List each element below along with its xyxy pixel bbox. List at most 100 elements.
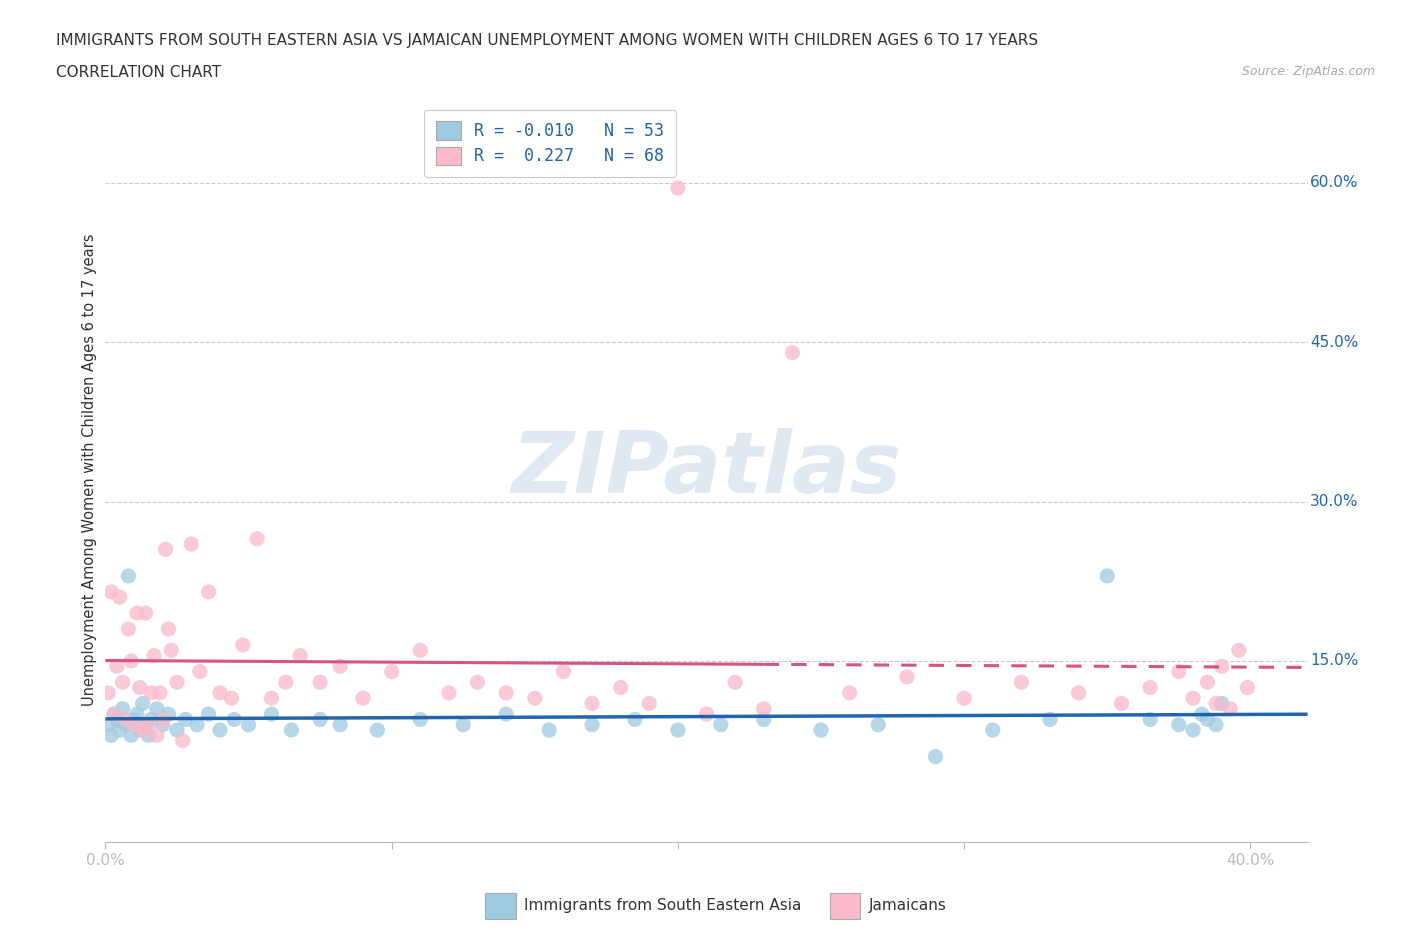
Point [111,675,134,690]
Point [609,680,631,695]
Point [1067,685,1090,700]
Text: 60.0%: 60.0% [1310,175,1358,190]
Text: IMMIGRANTS FROM SOUTH EASTERN ASIA VS JAMAICAN UNEMPLOYMENT AMONG WOMEN WITH CHI: IMMIGRANTS FROM SOUTH EASTERN ASIA VS JA… [56,33,1039,47]
Point [696,707,718,722]
Point [329,717,352,732]
Point [120,728,142,743]
Point [1197,712,1219,727]
Point [105,712,128,727]
Point [188,664,211,679]
Point [131,723,153,737]
Point [152,712,174,727]
Point [238,717,260,732]
Point [117,568,139,583]
Text: ZIPatlas: ZIPatlas [512,428,901,512]
Text: CORRELATION CHART: CORRELATION CHART [56,65,221,80]
Point [581,717,603,732]
Point [1182,691,1205,706]
Point [143,648,166,663]
Point [1211,696,1233,711]
Point [953,691,976,706]
Point [1219,701,1241,716]
Point [437,685,460,700]
Point [111,701,134,716]
Point [1167,664,1189,679]
Point [710,717,733,732]
Point [1139,680,1161,695]
Point [1095,568,1118,583]
Point [581,696,603,711]
Point [1211,658,1233,673]
Point [752,712,775,727]
Point [495,685,517,700]
Point [128,723,150,737]
Point [97,685,120,700]
Point [1205,696,1227,711]
Point [125,605,148,620]
Point [352,691,374,706]
Point [1205,717,1227,732]
Point [224,712,246,727]
Point [366,723,388,737]
Point [752,701,775,716]
Point [666,180,689,195]
Point [186,717,208,732]
Point [1227,643,1250,658]
Point [981,723,1004,737]
Text: 30.0%: 30.0% [1310,494,1358,509]
Point [381,664,404,679]
Point [155,542,177,557]
Point [221,691,243,706]
Point [180,537,202,551]
Point [232,638,254,653]
Point [131,696,153,711]
Point [309,675,332,690]
Point [782,345,804,360]
Point [924,750,946,764]
Point [624,712,647,727]
Point [114,712,136,727]
Text: Immigrants from South Eastern Asia: Immigrants from South Eastern Asia [524,898,801,913]
Point [152,717,174,732]
Point [309,712,332,727]
Point [166,723,188,737]
Point [409,712,432,727]
Point [138,728,160,743]
Point [117,621,139,636]
Point [288,648,311,663]
Point [114,717,136,732]
Point [1167,717,1189,732]
Point [108,723,131,737]
Point [157,621,180,636]
Point [105,658,128,673]
Point [157,707,180,722]
Point [467,675,489,690]
Point [1236,680,1258,695]
Point [1039,712,1062,727]
Point [208,685,231,700]
Point [538,723,561,737]
Point [260,691,283,706]
Point [122,717,145,732]
Point [666,723,689,737]
Point [141,685,163,700]
Point [108,590,131,604]
Point [1182,723,1205,737]
Point [122,712,145,727]
Point [329,658,352,673]
Text: Source: ZipAtlas.com: Source: ZipAtlas.com [1241,65,1375,78]
Point [724,675,747,690]
Point [208,723,231,737]
Point [141,712,163,727]
Point [197,584,219,599]
Point [149,685,172,700]
Point [100,584,122,599]
Point [1111,696,1133,711]
Point [172,733,194,748]
Point [1191,707,1213,722]
Text: 45.0%: 45.0% [1310,335,1358,350]
Point [896,670,918,684]
Point [451,717,474,732]
Text: 15.0%: 15.0% [1310,654,1358,669]
Point [810,723,832,737]
